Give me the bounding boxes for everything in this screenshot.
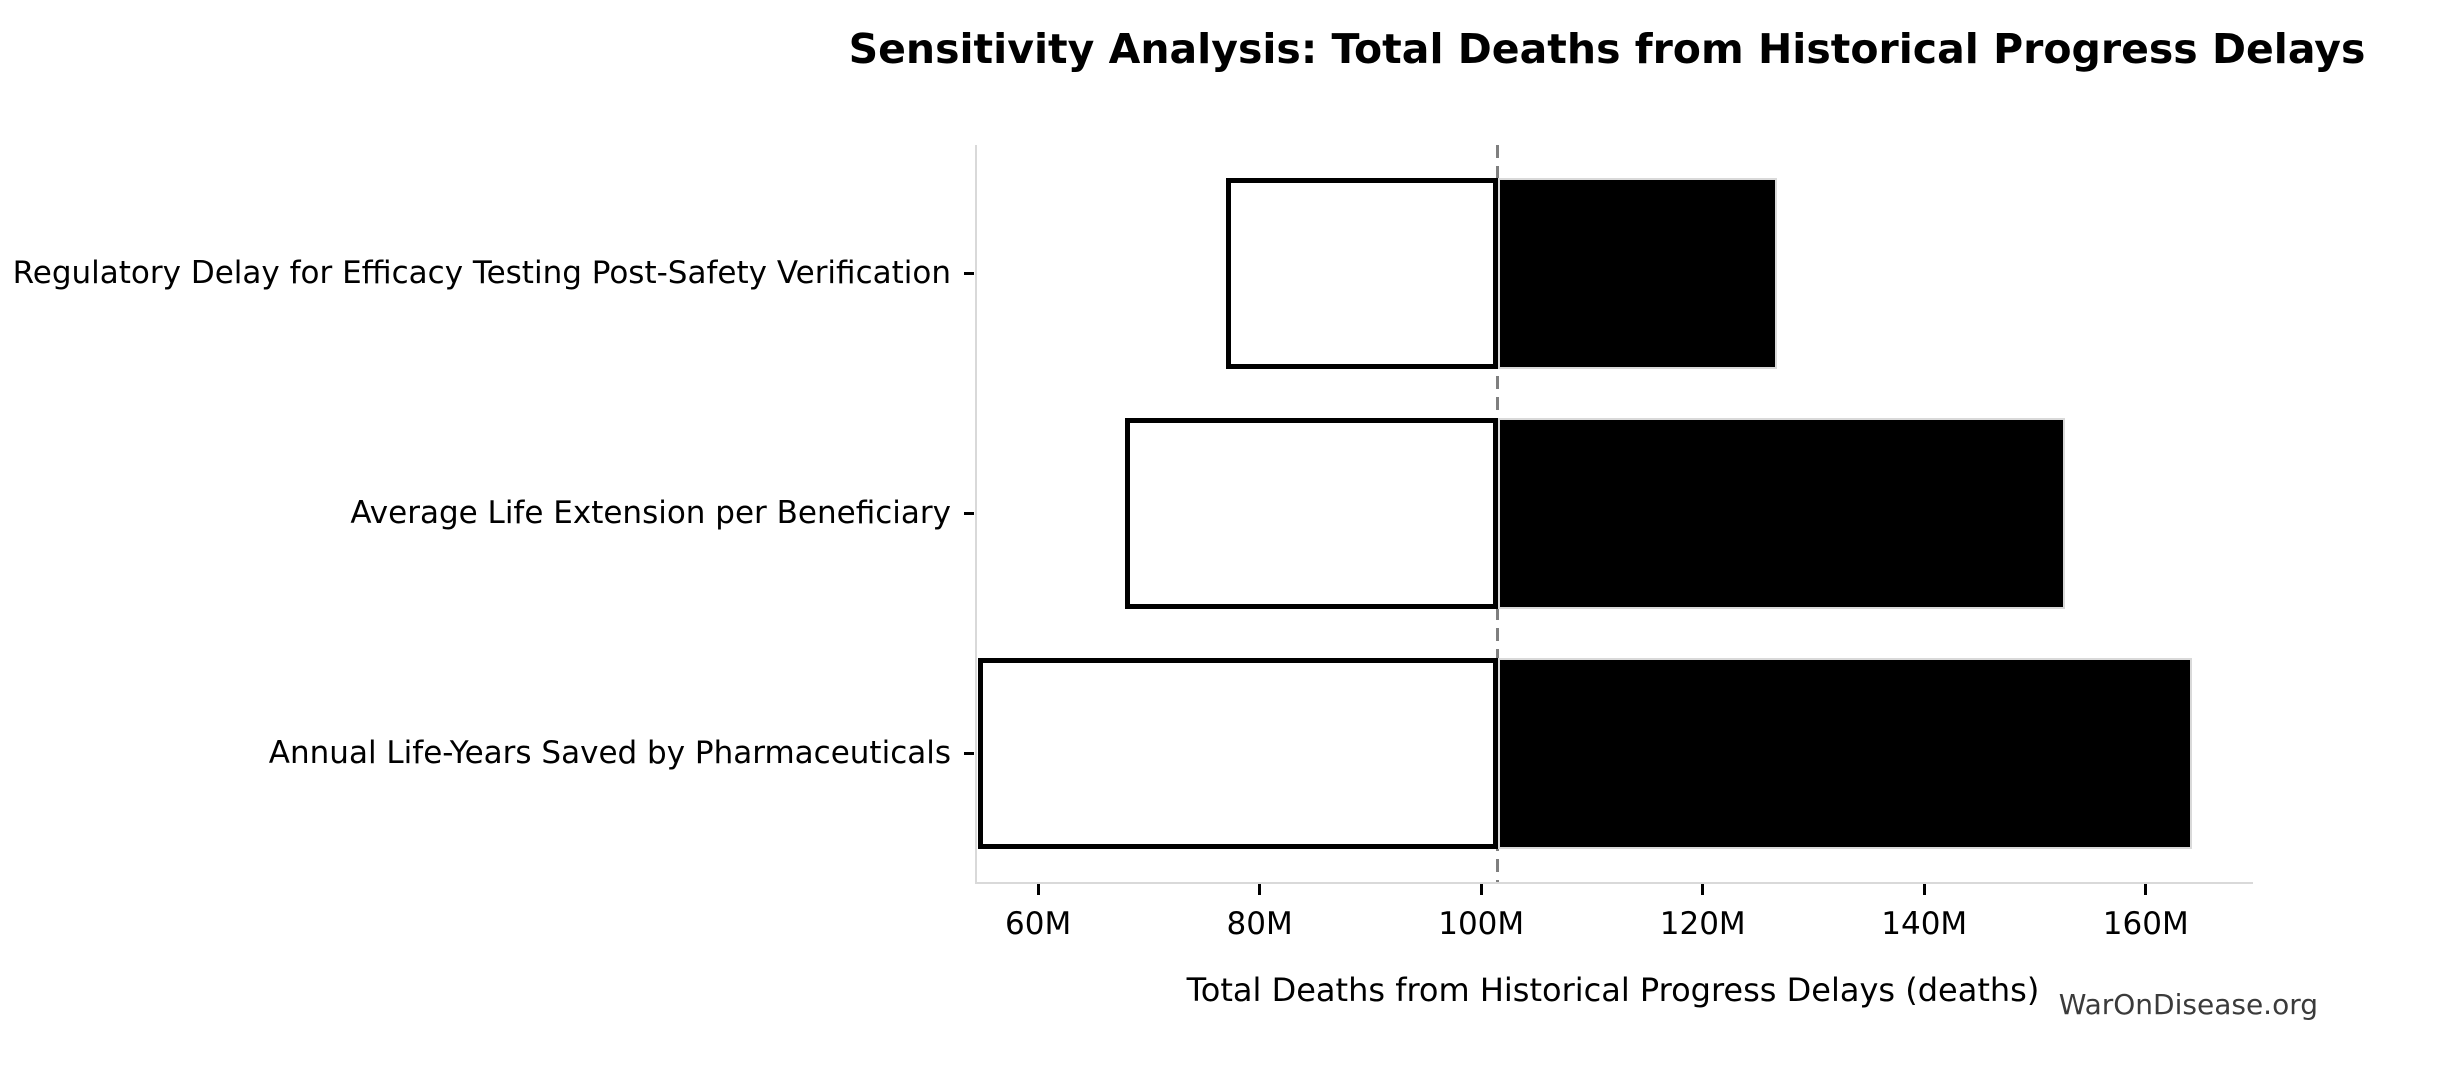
bar-low-segment [1124, 417, 1498, 609]
y-axis-category-label: Average Life Extension per Beneficiary [350, 494, 951, 531]
watermark-text: WarOnDisease.org [2058, 988, 2318, 1021]
y-axis-category-label: Regulatory Delay for Efficacy Testing Po… [12, 254, 951, 291]
x-tick [1036, 884, 1040, 895]
x-tick [1479, 884, 1483, 895]
x-tick-label: 120M [1659, 906, 1746, 942]
x-tick [1922, 884, 1926, 895]
y-tick [964, 271, 974, 275]
x-tick-label: 80M [1226, 906, 1293, 942]
x-tick-label: 140M [1881, 906, 1968, 942]
bar-low-segment [1226, 177, 1498, 369]
x-tick [1701, 884, 1705, 895]
plot-area [975, 145, 2253, 884]
y-tick [964, 511, 974, 515]
x-tick-label: 60M [1005, 906, 1072, 942]
y-axis-category-label: Annual Life-Years Saved by Pharmaceutica… [268, 734, 951, 771]
bar-high-segment [1497, 657, 2193, 849]
x-tick-label: 100M [1438, 906, 1525, 942]
chart-title: Sensitivity Analysis: Total Deaths from … [848, 25, 2366, 73]
y-tick [964, 751, 974, 755]
x-tick [1258, 884, 1262, 895]
bar-high-segment [1497, 177, 1777, 369]
bar-low-segment [978, 657, 1498, 849]
x-axis-label: Total Deaths from Historical Progress De… [1186, 971, 2040, 1009]
x-tick-label: 160M [2102, 906, 2189, 942]
x-tick [2144, 884, 2148, 895]
bar-high-segment [1497, 417, 2065, 609]
